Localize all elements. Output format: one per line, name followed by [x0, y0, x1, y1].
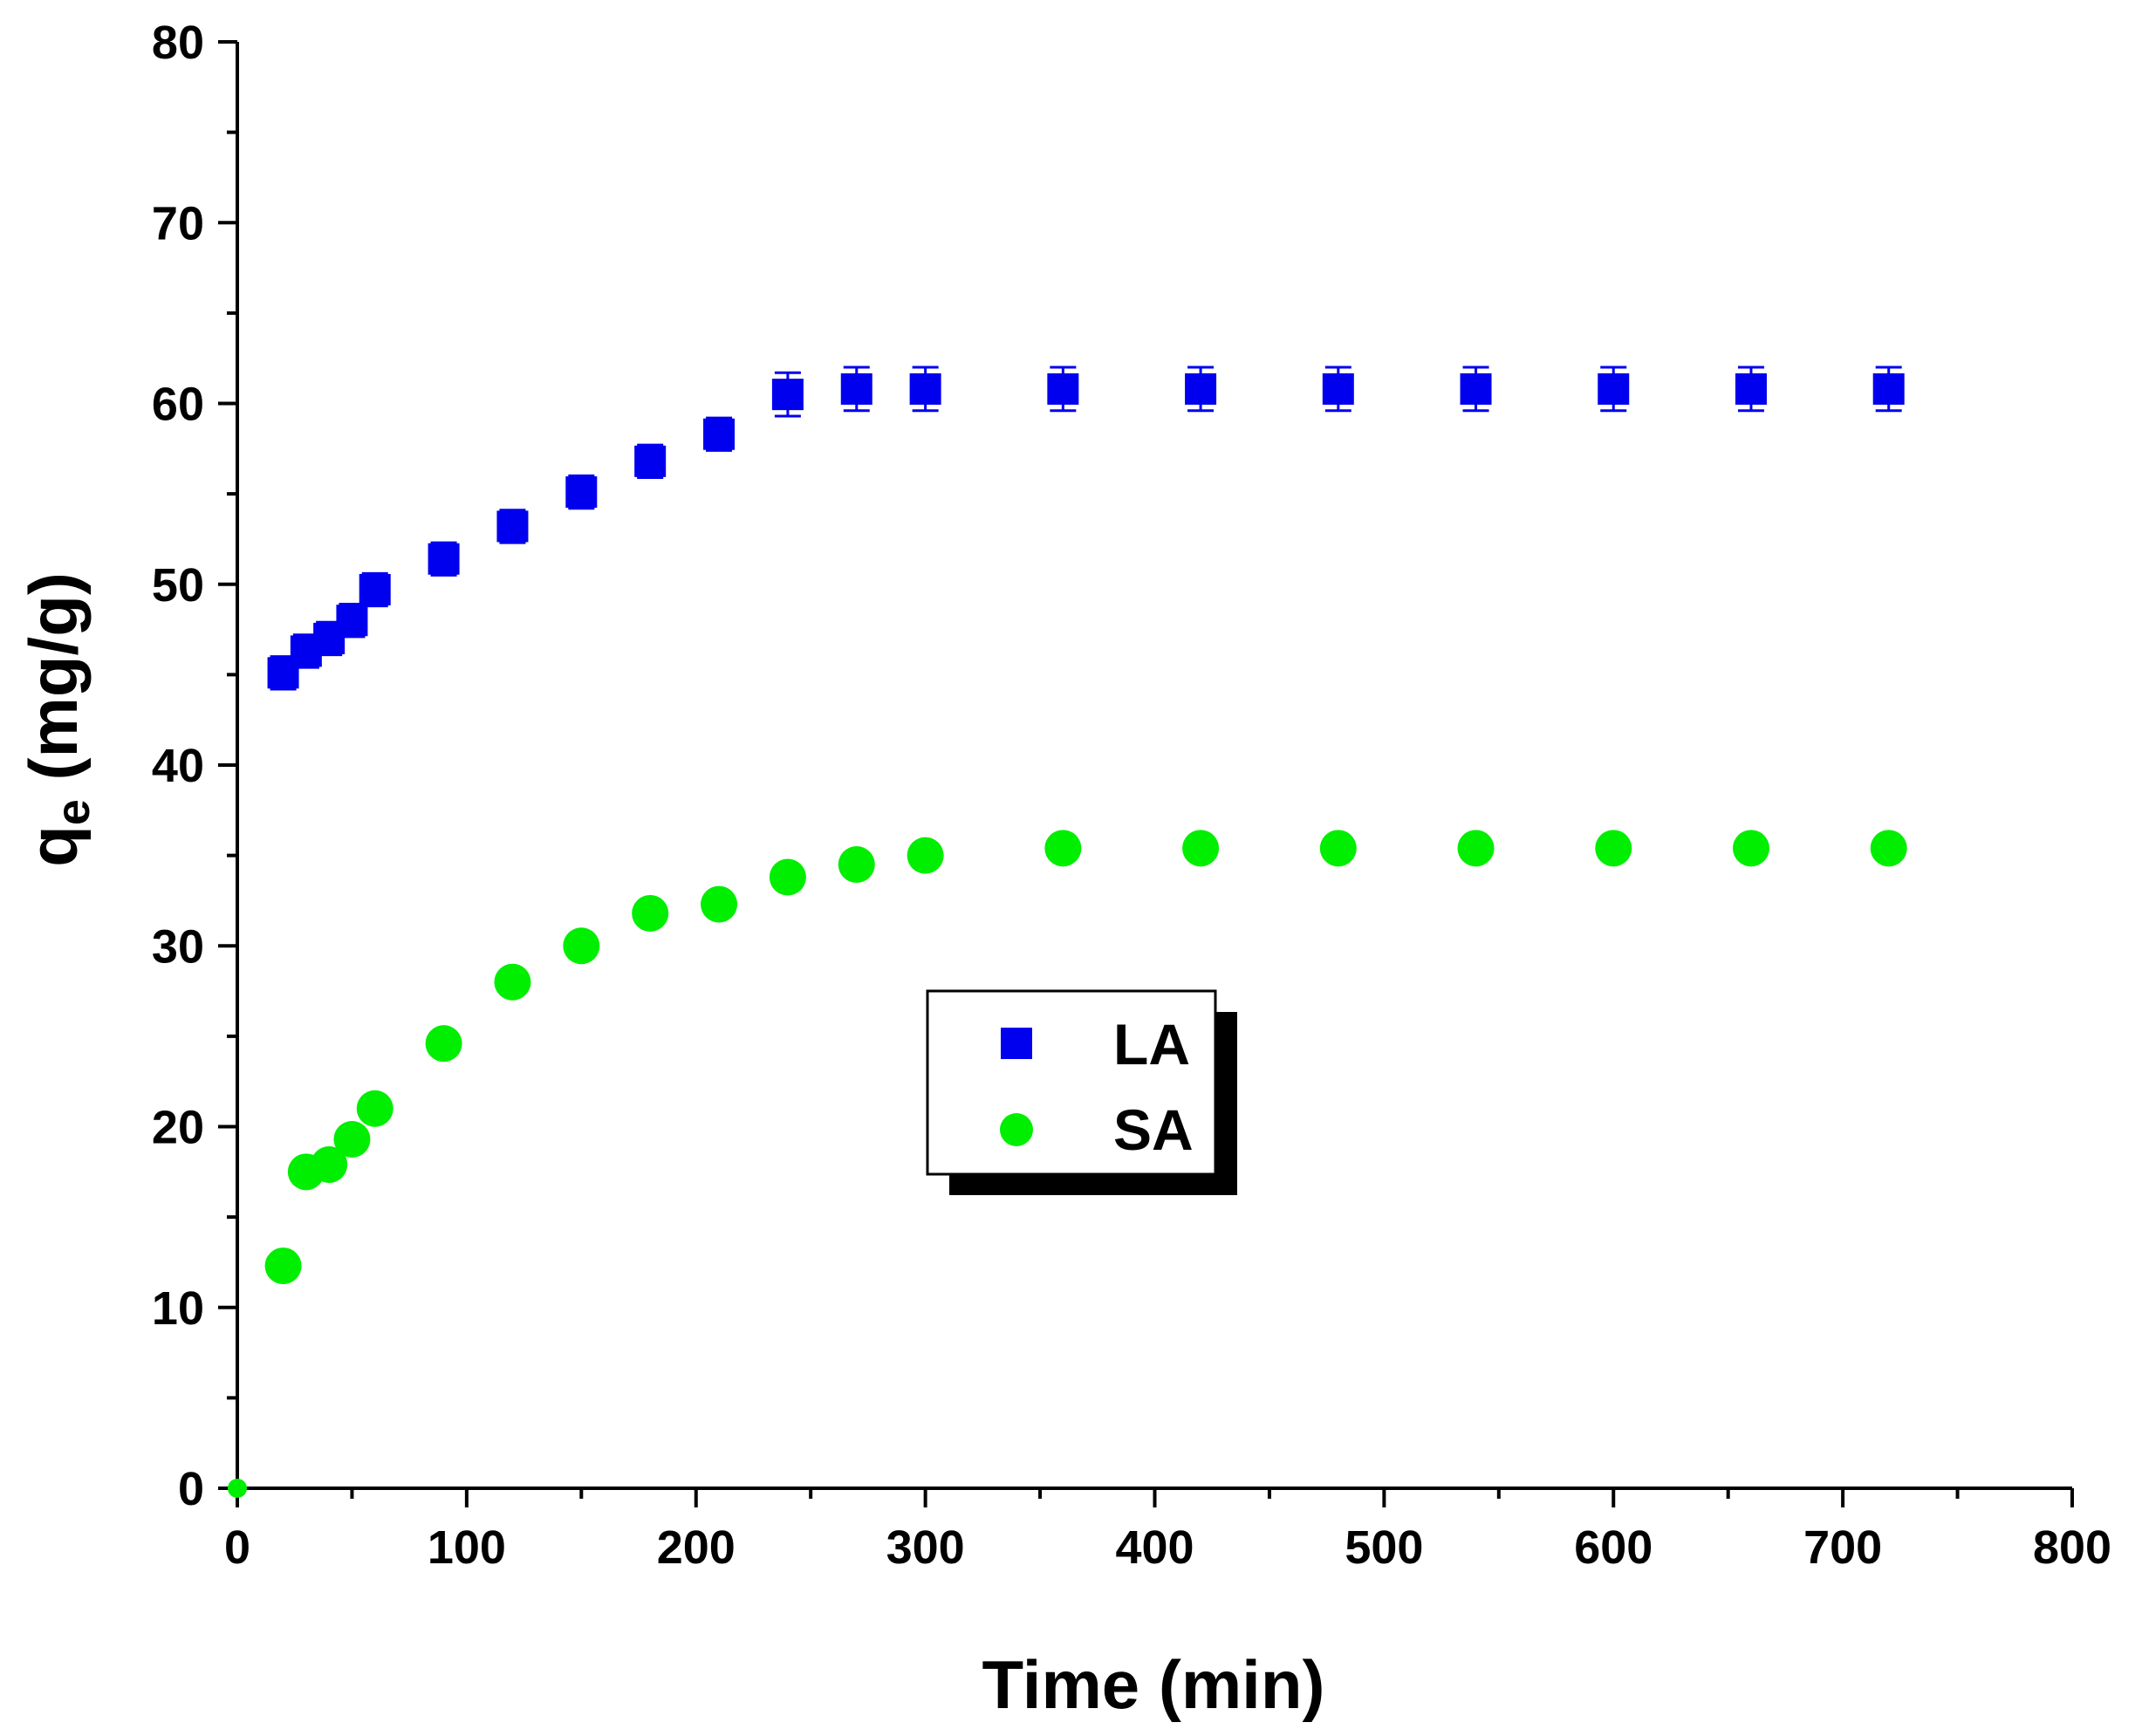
sa-point [1595, 830, 1632, 867]
axes [236, 42, 2072, 1490]
x-tick-label: 800 [2033, 1521, 2111, 1574]
la-point [771, 379, 804, 411]
sa-point [333, 1121, 371, 1158]
legend-marker-sa [1000, 1113, 1033, 1146]
y-tick-label: 70 [152, 197, 204, 249]
x-tick-label: 600 [1574, 1521, 1653, 1574]
sa-point [1044, 830, 1082, 867]
y-tick-label: 50 [152, 559, 204, 612]
data-marks [228, 366, 1907, 1498]
la-point [634, 445, 667, 477]
legend-box [926, 989, 1217, 1176]
sa-point [356, 1090, 393, 1127]
x-tick-label: 100 [428, 1521, 506, 1574]
x-tick-label: 0 [224, 1521, 250, 1574]
la-point [1047, 372, 1079, 405]
la-point [840, 372, 872, 405]
x-tick-label: 200 [657, 1521, 736, 1574]
y-tick-label: 60 [152, 379, 204, 431]
sa-point [264, 1247, 302, 1285]
sa-point [632, 894, 669, 932]
la-point [909, 372, 941, 405]
y-tick-label: 80 [152, 17, 204, 69]
x-tick-label: 500 [1345, 1521, 1423, 1574]
sa-point [1182, 830, 1220, 867]
sa-point [1870, 830, 1907, 867]
sa-point [838, 845, 875, 883]
y-axis-title-main: q [15, 825, 92, 867]
x-axis-title: Time (min) [982, 1646, 1325, 1723]
la-point [565, 476, 598, 509]
legend-label-la: LA [1113, 1012, 1190, 1076]
sa-point [494, 963, 531, 1001]
y-axis-title-sub: e [47, 799, 99, 825]
la-point [703, 418, 736, 450]
y-tick-label: 30 [152, 920, 204, 973]
y-axis-title-unit: (mg/g) [15, 572, 92, 799]
sa-point [1732, 830, 1769, 867]
la-point [359, 573, 391, 605]
la-point [1735, 372, 1767, 405]
legend: LA SA [926, 989, 1237, 1195]
x-tick-label: 300 [886, 1521, 965, 1574]
legend-marker-la [1001, 1028, 1032, 1059]
sa-point [907, 837, 944, 874]
y-tick-label: 40 [152, 740, 204, 792]
x-tick-label: 700 [1803, 1521, 1882, 1574]
la-point [428, 543, 460, 575]
legend-label-sa: SA [1113, 1097, 1194, 1162]
sa-point [769, 858, 806, 896]
sa-point [228, 1479, 247, 1498]
la-point [1322, 372, 1354, 405]
sa-point [701, 885, 738, 923]
la-point [496, 510, 529, 543]
sa-point [425, 1025, 462, 1063]
x-tick-label: 400 [1115, 1521, 1194, 1574]
la-point [1598, 372, 1630, 405]
y-tick-label: 10 [152, 1282, 204, 1335]
y-tick-label: 20 [152, 1102, 204, 1154]
sa-point [311, 1146, 348, 1184]
sa-point [1319, 830, 1357, 867]
la-point [336, 605, 368, 637]
la-point [1185, 372, 1217, 405]
sa-point [563, 927, 600, 965]
y-axis-title: qe (mg/g) [15, 572, 99, 867]
la-point [1460, 372, 1492, 405]
y-tick-label: 0 [178, 1463, 204, 1515]
la-point [1872, 372, 1905, 405]
sa-point [1457, 830, 1495, 867]
